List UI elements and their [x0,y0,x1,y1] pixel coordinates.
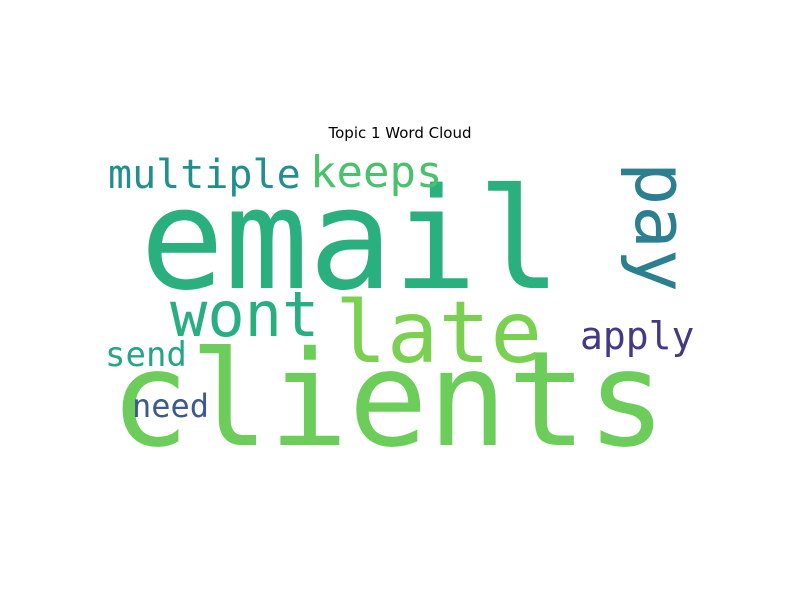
word-keeps: keeps [310,150,442,198]
word-email: email [140,159,561,322]
word-clients: clients [110,323,666,455]
word-multiple: multiple [108,152,301,198]
word-send: send [105,335,187,375]
word-late: late [335,283,542,383]
word-apply: apply [580,314,694,358]
word-need: need [132,387,209,425]
chart-title: Topic 1 Word Cloud [328,124,472,142]
word-pay: pay [619,162,703,292]
word-wont: wont [170,278,319,351]
